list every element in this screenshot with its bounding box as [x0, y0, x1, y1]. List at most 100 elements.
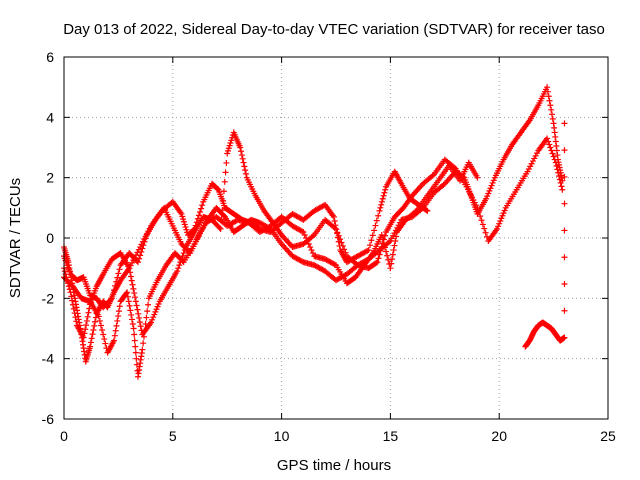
- data-point: [237, 144, 244, 151]
- data-point: [181, 247, 188, 254]
- data-point: [548, 147, 555, 154]
- data-point: [125, 298, 132, 305]
- data-point: [83, 322, 90, 329]
- data-point: [86, 305, 93, 312]
- data-point: [132, 298, 139, 305]
- data-point: [561, 173, 568, 180]
- data-point: [469, 194, 475, 201]
- data-point: [374, 259, 381, 266]
- data-point: [556, 176, 563, 183]
- data-point: [309, 250, 316, 257]
- data-point: [112, 327, 119, 334]
- data-point: [242, 170, 249, 177]
- data-point: [301, 231, 308, 238]
- data-point: [561, 307, 568, 314]
- data-point: [114, 317, 121, 324]
- data-point: [338, 239, 345, 246]
- data-point: [175, 265, 182, 272]
- data-point: [132, 349, 139, 356]
- data-point: [387, 265, 394, 272]
- data-point: [145, 301, 152, 308]
- data-point: [91, 322, 98, 329]
- data-point: [369, 232, 376, 239]
- data-point: [373, 259, 380, 266]
- data-point: [380, 192, 387, 199]
- data-point: [495, 223, 502, 230]
- data-point: [547, 144, 554, 151]
- data-point: [300, 228, 307, 235]
- data-point: [303, 235, 310, 241]
- series-track-d: [61, 159, 481, 380]
- data-point: [546, 141, 553, 148]
- data-point: [392, 238, 399, 245]
- data-point: [467, 191, 474, 198]
- data-point: [424, 207, 431, 214]
- data-point: [107, 296, 114, 303]
- data-point: [113, 322, 120, 329]
- data-point: [87, 343, 94, 350]
- data-point: [529, 158, 536, 165]
- data-point: [124, 289, 131, 296]
- data-point: [367, 242, 373, 249]
- data-point: [67, 289, 74, 296]
- data-point: [126, 302, 133, 309]
- data-point: [192, 238, 199, 245]
- data-point: [547, 102, 554, 109]
- data-point: [240, 159, 247, 166]
- data-point: [561, 147, 568, 154]
- data-point: [90, 327, 97, 334]
- data-point: [378, 198, 385, 205]
- data-point: [194, 235, 201, 242]
- data-point: [381, 244, 388, 251]
- data-point: [388, 260, 395, 267]
- data-point: [556, 173, 563, 180]
- data-point: [151, 311, 158, 318]
- data-point: [115, 313, 122, 320]
- data-point: [181, 221, 188, 228]
- data-point: [388, 235, 395, 242]
- data-point: [501, 207, 508, 214]
- data-point: [389, 256, 396, 263]
- data-point: [335, 232, 342, 239]
- data-point: [238, 152, 245, 159]
- data-point: [137, 252, 144, 259]
- data-point: [307, 244, 314, 251]
- data-point: [528, 160, 535, 167]
- data-point: [423, 207, 430, 214]
- data-point: [463, 183, 470, 190]
- data-point: [174, 268, 181, 275]
- data-point: [339, 242, 346, 249]
- data-point: [545, 138, 552, 145]
- data-point: [524, 168, 531, 175]
- data-point: [484, 193, 491, 200]
- data-point: [477, 213, 484, 220]
- data-point: [83, 317, 90, 324]
- data-point: [81, 330, 88, 337]
- data-point: [179, 213, 186, 220]
- data-point: [138, 248, 145, 255]
- data-point: [109, 291, 116, 298]
- data-point: [391, 242, 398, 249]
- data-point: [85, 309, 92, 316]
- data-point: [379, 236, 386, 243]
- data-point: [241, 163, 248, 170]
- data-point: [550, 153, 557, 160]
- data-point: [126, 265, 133, 272]
- data-point: [544, 84, 551, 91]
- data-point: [440, 181, 447, 188]
- chart-title: Day 013 of 2022, Sidereal Day-to-day VTE…: [63, 21, 605, 38]
- data-point: [80, 334, 87, 341]
- data-point: [154, 303, 161, 310]
- data-point: [199, 202, 206, 209]
- data-point: [130, 325, 137, 332]
- data-point: [561, 200, 568, 207]
- data-point: [487, 185, 494, 192]
- data-point: [381, 232, 388, 239]
- data-point: [486, 187, 493, 194]
- data-point: [532, 152, 539, 159]
- data-point: [466, 188, 473, 195]
- data-point: [136, 314, 143, 321]
- data-point: [375, 255, 382, 262]
- data-point: [113, 278, 120, 285]
